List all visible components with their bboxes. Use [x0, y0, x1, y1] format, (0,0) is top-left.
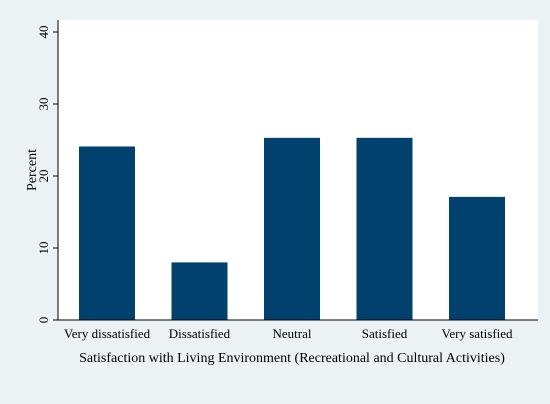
bar-very-satisfied [449, 196, 505, 320]
y-ticks-group: 0 10 20 30 40 [36, 26, 58, 324]
y-tick-label: 30 [36, 98, 51, 111]
x-tick-label: Neutral [273, 326, 312, 341]
x-tick-label: Satisfied [362, 326, 408, 341]
bar-dissatisfied [171, 262, 228, 320]
y-tick-label: 0 [36, 317, 51, 324]
y-axis-title: Percent [25, 149, 40, 191]
x-tick-labels-group: Very dissatisfied Dissatisfied Neutral Sati… [64, 326, 513, 341]
y-tick-label: 40 [36, 26, 51, 39]
bar-satisfied [356, 137, 413, 320]
x-tick-label: Very dissatisfied [64, 326, 151, 341]
y-tick-label: 10 [36, 242, 51, 255]
x-tick-label: Very satisfied [441, 326, 513, 341]
y-tick-label: 20 [36, 170, 51, 183]
bar-very-dissatisfied [79, 146, 135, 320]
x-axis-title: Satisfaction with Living Environment (Re… [79, 351, 505, 366]
bar-neutral [264, 137, 320, 320]
bars-group [79, 137, 505, 320]
x-tick-label: Dissatisfied [169, 326, 231, 341]
